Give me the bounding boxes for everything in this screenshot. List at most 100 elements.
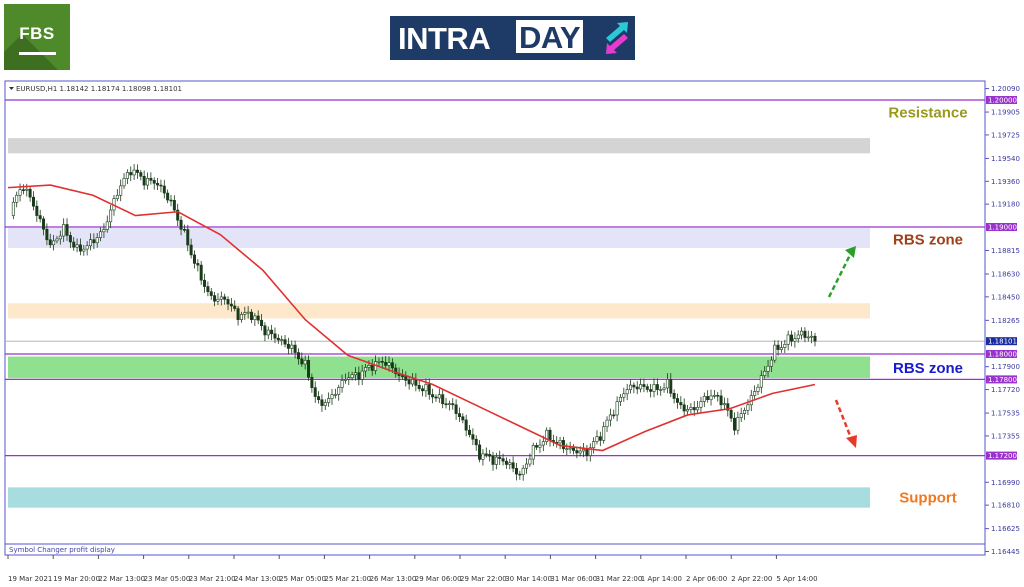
candle bbox=[119, 185, 123, 196]
candle bbox=[179, 219, 183, 230]
candle bbox=[75, 244, 79, 248]
candle bbox=[447, 403, 451, 405]
x-tick-label: 30 Mar 14:00 bbox=[505, 575, 552, 583]
y-tick-label: 1.19360 bbox=[991, 178, 1020, 186]
candle bbox=[706, 396, 710, 401]
candle bbox=[602, 426, 606, 441]
candle bbox=[679, 402, 683, 406]
candle bbox=[239, 314, 243, 321]
candle bbox=[645, 386, 649, 390]
candle bbox=[669, 379, 673, 394]
candle bbox=[18, 189, 22, 196]
y-tick-label: 1.16810 bbox=[991, 502, 1020, 510]
level-price-tag bbox=[986, 451, 1017, 460]
candle bbox=[629, 384, 633, 390]
candle bbox=[192, 254, 196, 264]
candle bbox=[414, 379, 418, 386]
fbs-logo-text: FBS bbox=[19, 24, 55, 43]
candle bbox=[699, 401, 703, 408]
y-tick-label: 1.17900 bbox=[991, 363, 1020, 371]
candle bbox=[407, 380, 411, 385]
candle bbox=[595, 436, 599, 442]
zone-band bbox=[8, 487, 870, 508]
candle bbox=[474, 438, 478, 446]
candle bbox=[404, 375, 408, 381]
candle bbox=[159, 184, 163, 187]
candle bbox=[233, 305, 237, 309]
candle bbox=[541, 441, 545, 446]
candle bbox=[732, 417, 736, 431]
candle bbox=[709, 395, 713, 401]
arrow-down-icon bbox=[834, 399, 853, 439]
candle bbox=[162, 185, 166, 194]
candle bbox=[380, 361, 384, 363]
candle bbox=[662, 387, 666, 390]
candle bbox=[561, 440, 565, 450]
candle bbox=[394, 367, 398, 375]
candle bbox=[568, 447, 572, 450]
candle bbox=[410, 379, 414, 385]
candle bbox=[343, 379, 347, 381]
candle bbox=[303, 360, 307, 365]
y-tick-label: 1.19725 bbox=[991, 131, 1020, 139]
candle bbox=[186, 229, 190, 246]
price-chart[interactable]: Resistance RBS zone RBS zone Support 1.2009… bbox=[0, 78, 1024, 587]
x-tick-label: 22 Mar 13:00 bbox=[98, 575, 145, 583]
arrow-down-head-icon bbox=[846, 435, 857, 448]
candle bbox=[504, 460, 508, 465]
zone-band bbox=[8, 303, 870, 319]
candle bbox=[330, 394, 334, 399]
candle bbox=[327, 398, 331, 403]
candle bbox=[85, 245, 89, 250]
candle bbox=[293, 344, 297, 353]
zone-band bbox=[8, 356, 870, 379]
candle bbox=[508, 462, 512, 465]
candle bbox=[62, 224, 66, 237]
candle bbox=[72, 241, 76, 248]
x-tick-label: 2 Apr 06:00 bbox=[686, 575, 727, 583]
candle bbox=[219, 296, 223, 300]
candle bbox=[712, 394, 716, 397]
candle bbox=[739, 413, 743, 418]
candle bbox=[578, 450, 582, 454]
candle bbox=[545, 429, 549, 442]
candle bbox=[521, 467, 525, 475]
y-tick-label: 1.19540 bbox=[991, 155, 1020, 163]
candle bbox=[273, 333, 277, 339]
intraday-logo: INTRA DAY bbox=[390, 16, 635, 60]
candle bbox=[169, 199, 173, 202]
candle bbox=[229, 303, 233, 307]
candle bbox=[632, 384, 636, 388]
candle bbox=[692, 407, 696, 411]
candle bbox=[642, 384, 646, 387]
candle bbox=[615, 401, 619, 416]
candle bbox=[702, 396, 706, 402]
candle bbox=[790, 334, 794, 342]
dropdown-icon[interactable] bbox=[9, 87, 14, 90]
x-tick-label: 23 Mar 05:00 bbox=[144, 575, 191, 583]
candle bbox=[575, 450, 579, 454]
candle bbox=[639, 384, 643, 390]
candle bbox=[223, 296, 227, 300]
candle bbox=[35, 205, 39, 216]
x-tick-label: 25 Mar 21:00 bbox=[324, 575, 371, 583]
x-tick-label: 31 Mar 06:00 bbox=[550, 575, 597, 583]
candle bbox=[105, 221, 109, 230]
candle bbox=[441, 394, 445, 405]
candle bbox=[182, 229, 186, 231]
candle bbox=[776, 344, 780, 350]
zone-label: RBS zone bbox=[893, 232, 963, 249]
candle bbox=[68, 235, 72, 243]
candle bbox=[531, 445, 535, 460]
candle bbox=[129, 172, 133, 176]
candle bbox=[736, 417, 740, 431]
candle bbox=[82, 248, 86, 252]
candle bbox=[729, 409, 733, 419]
candle bbox=[323, 402, 327, 406]
candle bbox=[491, 455, 495, 465]
candle bbox=[317, 396, 321, 401]
candle bbox=[655, 384, 659, 390]
candle bbox=[511, 462, 515, 469]
candle bbox=[538, 444, 542, 448]
candle bbox=[424, 384, 428, 392]
